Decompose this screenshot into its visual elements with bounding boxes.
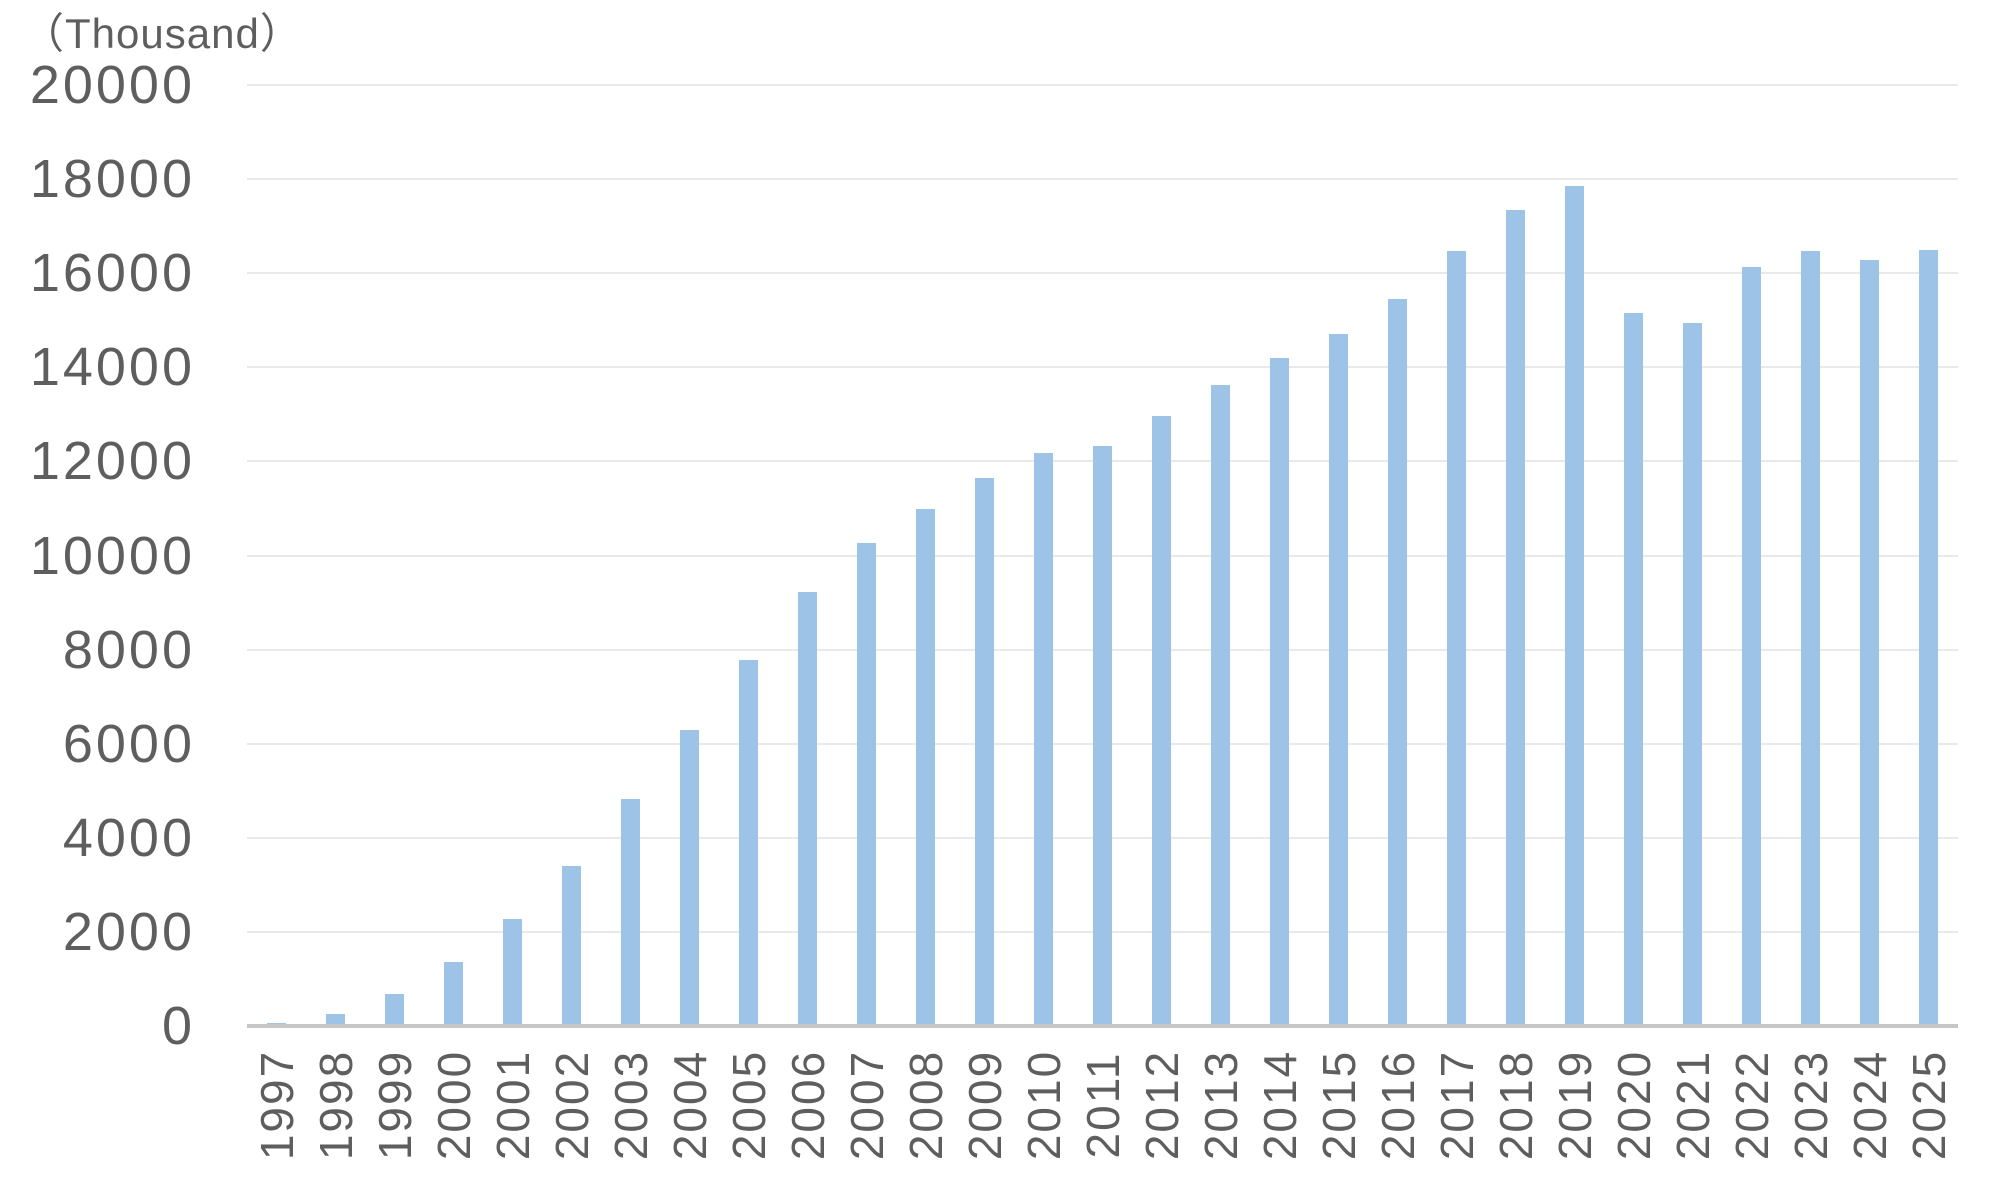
x-tick-label-2001: 2001: [486, 1049, 539, 1161]
x-tick-label-2016: 2016: [1371, 1049, 1424, 1161]
x-tick-label-2005: 2005: [722, 1049, 775, 1161]
y-tick-label: 20000: [29, 55, 195, 115]
gridline: [247, 272, 1958, 275]
x-tick-label-2013: 2013: [1194, 1049, 1247, 1161]
x-tick-label-2012: 2012: [1135, 1049, 1188, 1161]
bar-2013: [1211, 384, 1230, 1026]
y-tick-label: 0: [161, 996, 195, 1056]
y-axis-unit-label: （Thousand）: [22, 10, 303, 57]
x-tick-label-2025: 2025: [1902, 1049, 1955, 1161]
x-tick-label-2014: 2014: [1253, 1049, 1306, 1161]
bar-2017: [1447, 250, 1466, 1026]
y-tick-label: 16000: [29, 243, 195, 304]
x-tick-label-2022: 2022: [1725, 1049, 1778, 1161]
bar-2014: [1270, 358, 1289, 1026]
x-tick-label-1998: 1998: [309, 1049, 362, 1161]
bar-2000: [444, 962, 463, 1026]
gridline: [247, 84, 1958, 86]
x-tick-label-1997: 1997: [250, 1049, 303, 1161]
x-tick-label-2010: 2010: [1017, 1049, 1070, 1161]
x-tick-label-2021: 2021: [1666, 1049, 1719, 1161]
y-tick-label: 2000: [62, 901, 195, 962]
x-tick-label-2002: 2002: [545, 1049, 598, 1161]
bar-2021: [1683, 322, 1702, 1026]
bar-2024: [1860, 260, 1879, 1026]
x-axis-line: [247, 1024, 1958, 1028]
x-tick-label-2000: 2000: [427, 1049, 480, 1161]
x-tick-label-2019: 2019: [1548, 1049, 1601, 1161]
bar-2003: [621, 799, 640, 1026]
bar-2001: [503, 919, 522, 1026]
x-tick-label-2003: 2003: [604, 1049, 657, 1161]
y-tick-label: 10000: [29, 525, 195, 586]
bar-2020: [1624, 313, 1643, 1026]
x-tick-label-2011: 2011: [1076, 1051, 1129, 1159]
bar-2019: [1565, 186, 1584, 1026]
bar-2006: [798, 591, 817, 1026]
bar-2023: [1801, 250, 1820, 1026]
x-tick-label-2018: 2018: [1489, 1049, 1542, 1161]
bar-2004: [680, 729, 699, 1026]
x-tick-label-2023: 2023: [1784, 1049, 1837, 1161]
y-tick-label: 6000: [62, 713, 195, 774]
x-tick-label-2017: 2017: [1430, 1049, 1483, 1161]
x-tick-label-2015: 2015: [1312, 1049, 1365, 1161]
x-tick-label-2004: 2004: [663, 1049, 716, 1161]
gridline: [247, 178, 1958, 181]
bar-2005: [739, 659, 758, 1026]
bar-1999: [385, 994, 404, 1026]
x-tick-label-2020: 2020: [1607, 1049, 1660, 1161]
bar-2007: [857, 543, 876, 1026]
x-tick-label-2006: 2006: [781, 1049, 834, 1161]
bar-2012: [1152, 416, 1171, 1026]
y-tick-label: 12000: [29, 431, 195, 492]
x-tick-label-2007: 2007: [840, 1049, 893, 1161]
bar-2010: [1034, 452, 1053, 1026]
x-tick-label-2009: 2009: [958, 1049, 1011, 1161]
bar-2016: [1388, 299, 1407, 1026]
x-tick-label-2024: 2024: [1843, 1049, 1896, 1161]
y-tick-label: 14000: [29, 337, 195, 398]
y-tick-label: 4000: [62, 807, 195, 868]
x-tick-label-1999: 1999: [368, 1049, 421, 1161]
bar-2002: [562, 866, 581, 1026]
x-tick-label-2008: 2008: [899, 1049, 952, 1161]
bar-2022: [1742, 267, 1761, 1026]
bar-2008: [916, 508, 935, 1026]
y-tick-label: 18000: [29, 149, 195, 210]
bar-2018: [1506, 209, 1525, 1026]
bar-2015: [1329, 334, 1348, 1026]
bar-2011: [1093, 445, 1112, 1026]
bar-2009: [975, 477, 994, 1026]
y-tick-label: 8000: [62, 619, 195, 680]
bar-1998: [326, 1013, 345, 1026]
gridline: [247, 366, 1958, 369]
bar-2025: [1919, 249, 1938, 1026]
